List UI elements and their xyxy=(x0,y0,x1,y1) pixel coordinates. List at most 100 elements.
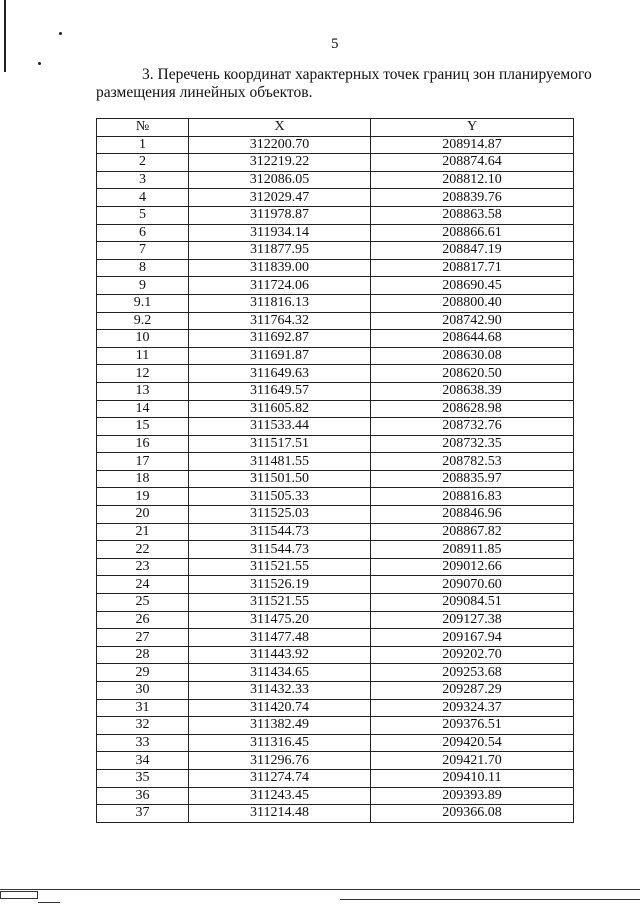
y-coordinate: 208817.71 xyxy=(370,258,574,278)
table-header-row: № X Y xyxy=(96,118,574,137)
x-coordinate: 311605.82 xyxy=(188,399,371,419)
y-coordinate: 208835.97 xyxy=(370,469,574,489)
table-row: 37 311214.48 209366.08 xyxy=(96,804,574,823)
point-number: 17 xyxy=(96,452,189,471)
x-coordinate: 311544.73 xyxy=(188,540,371,559)
point-number: 34 xyxy=(96,751,189,770)
x-coordinate: 311214.48 xyxy=(188,804,371,823)
y-coordinate: 208846.96 xyxy=(370,505,574,524)
table-row: 22 311544.73 208911.85 xyxy=(96,540,574,559)
table-row: 25 311521.55 209084.51 xyxy=(96,593,574,612)
x-coordinate: 311526.19 xyxy=(188,575,371,595)
x-coordinate: 311517.51 xyxy=(188,434,371,454)
x-coordinate: 311978.87 xyxy=(188,205,371,225)
point-number: 14 xyxy=(96,399,189,419)
y-coordinate: 208874.64 xyxy=(370,153,574,172)
y-coordinate: 209084.51 xyxy=(370,593,574,612)
x-coordinate: 311877.95 xyxy=(188,241,371,260)
x-coordinate: 311274.74 xyxy=(188,768,371,788)
x-coordinate: 311443.92 xyxy=(188,645,371,665)
x-coordinate: 311382.49 xyxy=(188,716,371,735)
y-coordinate: 209253.68 xyxy=(370,663,574,682)
table-row: 35 311274.74 209410.11 xyxy=(96,768,574,788)
table-row: 17 311481.55 208782.53 xyxy=(96,452,574,471)
point-number: 36 xyxy=(96,786,189,806)
y-coordinate: 209202.70 xyxy=(370,645,574,665)
y-coordinate: 208847.19 xyxy=(370,241,574,260)
point-number: 8 xyxy=(96,258,189,278)
point-number: 31 xyxy=(96,698,189,718)
x-coordinate: 311764.32 xyxy=(188,311,371,331)
coordinates-table: № X Y 1 312200.70 208914.87 2 312219.22 20887… xyxy=(96,118,574,823)
x-coordinate: 311521.55 xyxy=(188,593,371,612)
x-coordinate: 311316.45 xyxy=(188,733,371,753)
x-coordinate: 311649.63 xyxy=(188,364,371,383)
y-coordinate: 209366.08 xyxy=(370,804,574,823)
point-number: 12 xyxy=(96,364,189,383)
point-number: 21 xyxy=(96,522,189,542)
table-row: 12 311649.63 208620.50 xyxy=(96,364,574,383)
y-coordinate: 208742.90 xyxy=(370,311,574,331)
footer-rule-lower xyxy=(340,899,640,900)
table-row: 14 311605.82 208628.98 xyxy=(96,399,574,419)
x-coordinate: 311475.20 xyxy=(188,610,371,630)
x-coordinate: 312219.22 xyxy=(188,153,371,172)
table-row: 6 311934.14 208866.61 xyxy=(96,223,574,243)
table-row: 27 311477.48 209167.94 xyxy=(96,628,574,647)
table-row: 10 311692.87 208644.68 xyxy=(96,329,574,348)
point-number: 5 xyxy=(96,205,189,225)
table-row: 11 311691.87 208630.08 xyxy=(96,346,574,366)
x-coordinate: 311432.33 xyxy=(188,681,371,700)
table-row: 15 311533.44 208732.76 xyxy=(96,417,574,436)
y-coordinate: 208914.87 xyxy=(370,135,574,155)
table-row: 33 311316.45 209420.54 xyxy=(96,733,574,753)
y-coordinate: 209420.54 xyxy=(370,733,574,753)
point-number: 9 xyxy=(96,276,189,295)
y-coordinate: 208911.85 xyxy=(370,540,574,559)
footer-rule-short xyxy=(38,902,60,903)
point-number: 30 xyxy=(96,681,189,700)
x-coordinate: 312029.47 xyxy=(188,188,371,207)
x-coordinate: 311481.55 xyxy=(188,452,371,471)
table-row: 8 311839.00 208817.71 xyxy=(96,258,574,278)
x-coordinate: 311505.33 xyxy=(188,487,371,507)
table-row: 36 311243.45 209393.89 xyxy=(96,786,574,806)
x-coordinate: 311649.57 xyxy=(188,381,371,401)
y-coordinate: 209324.37 xyxy=(370,698,574,718)
y-coordinate: 208644.68 xyxy=(370,329,574,348)
point-number: 22 xyxy=(96,540,189,559)
table-row: 13 311649.57 208638.39 xyxy=(96,381,574,401)
y-coordinate: 208800.40 xyxy=(370,293,574,313)
y-coordinate: 208866.61 xyxy=(370,223,574,243)
table-row: 18 311501.50 208835.97 xyxy=(96,469,574,489)
point-number: 33 xyxy=(96,733,189,753)
point-number: 29 xyxy=(96,663,189,682)
table-row: 24 311526.19 209070.60 xyxy=(96,575,574,595)
section-heading: 3. Перечень координат характерных точек … xyxy=(96,66,592,101)
point-number: 28 xyxy=(96,645,189,665)
table-row: 19 311505.33 208816.83 xyxy=(96,487,574,507)
table-row: 21 311544.73 208867.82 xyxy=(96,522,574,542)
table-row: 23 311521.55 209012.66 xyxy=(96,557,574,577)
y-coordinate: 208867.82 xyxy=(370,522,574,542)
point-number: 3 xyxy=(96,170,189,190)
x-coordinate: 311243.45 xyxy=(188,786,371,806)
x-coordinate: 311724.06 xyxy=(188,276,371,295)
y-coordinate: 209012.66 xyxy=(370,557,574,577)
table-row: 7 311877.95 208847.19 xyxy=(96,241,574,260)
table-row: 16 311517.51 208732.35 xyxy=(96,434,574,454)
y-coordinate: 208690.45 xyxy=(370,276,574,295)
y-coordinate: 209287.29 xyxy=(370,681,574,700)
x-coordinate: 311692.87 xyxy=(188,329,371,348)
point-number: 37 xyxy=(96,804,189,823)
y-coordinate: 208782.53 xyxy=(370,452,574,471)
table-row: 20 311525.03 208846.96 xyxy=(96,505,574,524)
scan-speck xyxy=(38,62,41,65)
scan-edge-line xyxy=(4,0,6,72)
table-row: 29 311434.65 209253.68 xyxy=(96,663,574,682)
point-number: 7 xyxy=(96,241,189,260)
table-row: 9.2 311764.32 208742.90 xyxy=(96,311,574,331)
point-number: 10 xyxy=(96,329,189,348)
point-number: 26 xyxy=(96,610,189,630)
point-number: 23 xyxy=(96,557,189,577)
